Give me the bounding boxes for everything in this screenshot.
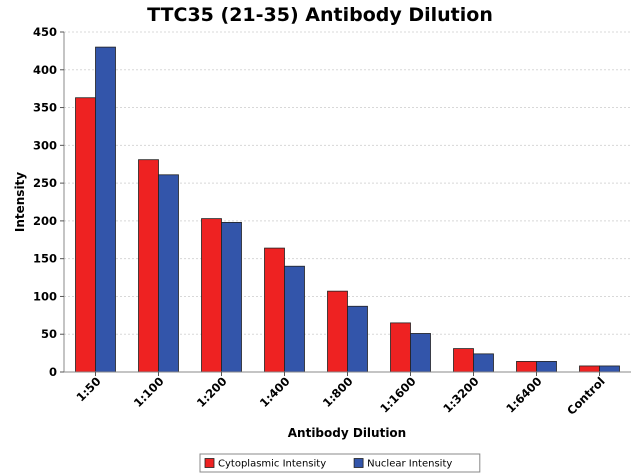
bar [410, 333, 431, 373]
bar [347, 305, 368, 373]
x-tick-label: 1:50 [73, 374, 103, 404]
x-tick-label: 1:1600 [377, 374, 418, 415]
legend-swatch [353, 458, 364, 468]
bar [264, 247, 285, 373]
bars [75, 46, 620, 373]
legend-label: Cytoplasmic Intensity [218, 459, 326, 470]
y-tick-label: 0 [49, 365, 57, 379]
y-tick-label: 400 [33, 63, 57, 77]
bar [221, 221, 242, 373]
y-tick-label: 100 [33, 289, 57, 303]
y-axis-label: Intensity [13, 172, 27, 232]
bar [473, 353, 494, 373]
x-tick-label: Control [564, 374, 608, 418]
bar [75, 97, 96, 373]
chart-title: TTC35 (21-35) Antibody Dilution [147, 4, 493, 26]
y-tick-label: 300 [33, 138, 57, 152]
bar [327, 290, 348, 373]
x-ticks: 1:50 1:100 1:200 1:400 1:800 1:1600 1:3200 1:64… [73, 372, 608, 418]
x-axis-label: Antibody Dilution [288, 426, 406, 440]
bar [536, 361, 557, 373]
legend: Cytoplasmic Intensity Nuclear Intensity [199, 453, 481, 473]
y-tick-label: 200 [33, 214, 57, 228]
bar [95, 46, 116, 373]
gridlines [64, 31, 631, 335]
y-tick-label: 250 [33, 176, 57, 190]
y-tick-label: 150 [33, 252, 57, 266]
x-tick-label: 1:400 [257, 374, 293, 410]
bar [579, 365, 600, 373]
bar [158, 174, 179, 373]
legend-swatch [204, 458, 215, 468]
bar [390, 322, 411, 373]
bar [201, 218, 222, 373]
x-tick-label: 1:800 [320, 374, 356, 410]
legend-frame [199, 453, 481, 473]
bar [516, 361, 537, 373]
bar [284, 265, 305, 373]
y-tick-label: 50 [41, 327, 57, 341]
legend-label: Nuclear Intensity [367, 459, 452, 470]
bar [599, 365, 620, 373]
x-tick-label: 1:200 [194, 374, 230, 410]
y-ticks: 0 50 100 150 200 250 300 350 400 450 [33, 25, 64, 379]
y-tick-label: 350 [33, 101, 57, 115]
x-tick-label: 1:3200 [440, 374, 481, 415]
y-tick-label: 450 [33, 25, 57, 39]
x-tick-label: 1:6400 [503, 374, 544, 415]
x-tick-label: 1:100 [131, 374, 167, 410]
bar [138, 159, 159, 373]
bar [453, 348, 474, 373]
